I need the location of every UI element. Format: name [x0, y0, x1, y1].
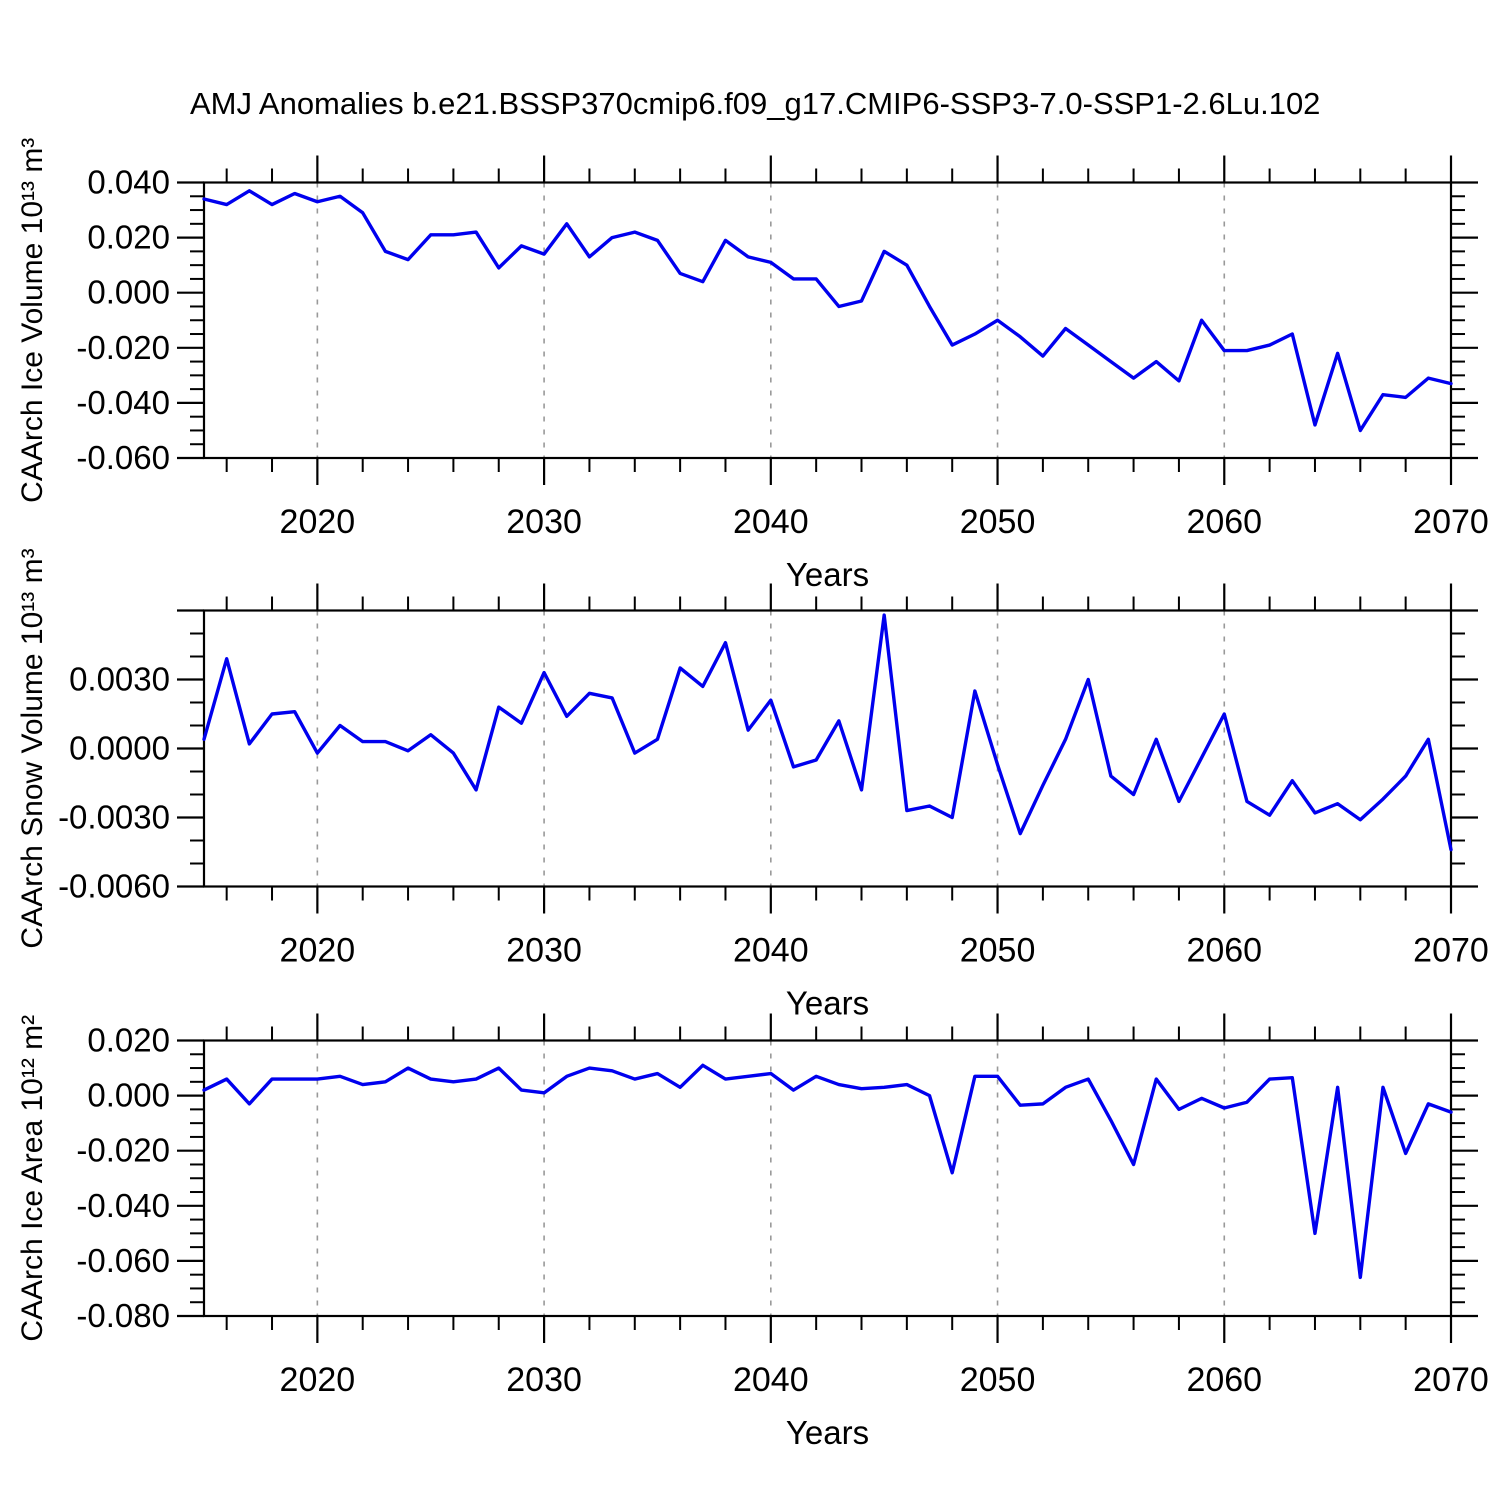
y-tick-label: 0.000 [87, 1077, 170, 1114]
x-tick-label: 2070 [1413, 1361, 1489, 1399]
plot-frame [202, 609, 1453, 888]
x-tick-label: 2070 [1413, 503, 1489, 541]
x-tick-label: 2060 [1186, 503, 1262, 541]
figure-title: AMJ Anomalies b.e21.BSSP370cmip6.f09_g17… [190, 86, 1321, 121]
x-tick-label: 2020 [280, 503, 356, 541]
panel-ice-area: 2020 2030 2040 2050 2060 2070 0.020 0.000 -0.020… [16, 1013, 1489, 1451]
x-tick-label: 2020 [280, 932, 356, 970]
x-tick-label: 2030 [506, 1361, 582, 1399]
x-tick-label: 2070 [1413, 932, 1489, 970]
y-tick-label: -0.020 [76, 329, 170, 366]
y-tick-label: -0.060 [76, 1242, 170, 1279]
y-tick-label: 0.020 [87, 219, 170, 256]
y-axis-label: CAArch Snow Volume 10¹³ m³ [16, 548, 49, 948]
y-tick-label: 0.020 [87, 1022, 170, 1059]
y-tick-label: 0.000 [87, 274, 170, 311]
y-axis-label: CAArch Ice Area 10¹² m² [16, 1015, 49, 1342]
y-tick-label: -0.040 [76, 1187, 170, 1224]
panel-snow-volume: 2020 2030 2040 2050 2060 2070 0.0030 0.0000 -0.0… [16, 548, 1489, 1021]
y-tick-label: -0.080 [76, 1297, 170, 1334]
x-axis-label: Years [786, 985, 869, 1022]
x-axis-label: Years [786, 556, 869, 593]
y-axis-label: CAArch Ice Volume 10¹³ m³ [16, 138, 49, 503]
x-tick-label: 2040 [733, 503, 809, 541]
x-tick-label: 2040 [733, 1361, 809, 1399]
y-tick-label: -0.0060 [58, 868, 170, 905]
y-tick-label: -0.060 [76, 439, 170, 476]
x-axis-label: Years [786, 1414, 869, 1451]
y-tick-label: 0.0030 [69, 661, 170, 698]
x-tick-label: 2030 [506, 932, 582, 970]
x-tick-label: 2060 [1186, 932, 1262, 970]
x-tick-label: 2050 [960, 932, 1036, 970]
y-tick-label: -0.040 [76, 384, 170, 421]
x-tick-label: 2050 [960, 503, 1036, 541]
x-tick-label: 2040 [733, 932, 809, 970]
x-tick-label: 2030 [506, 503, 582, 541]
x-tick-label: 2060 [1186, 1361, 1262, 1399]
y-tick-label: -0.0030 [58, 799, 170, 836]
y-tick-label: 0.0000 [69, 730, 170, 767]
x-tick-label: 2050 [960, 1361, 1036, 1399]
x-tick-label: 2020 [280, 1361, 356, 1399]
y-tick-label: -0.020 [76, 1132, 170, 1169]
data-line-snow-volume [202, 613, 1453, 852]
panel-ice-volume: 2020 2030 2040 2050 2060 2070 0.040 0.020 0.000 -… [16, 138, 1489, 593]
y-tick-label: 0.040 [87, 164, 170, 201]
data-line-ice-area [202, 1063, 1453, 1280]
plot-frame [202, 181, 1453, 460]
data-line-ice-volume [202, 189, 1453, 433]
